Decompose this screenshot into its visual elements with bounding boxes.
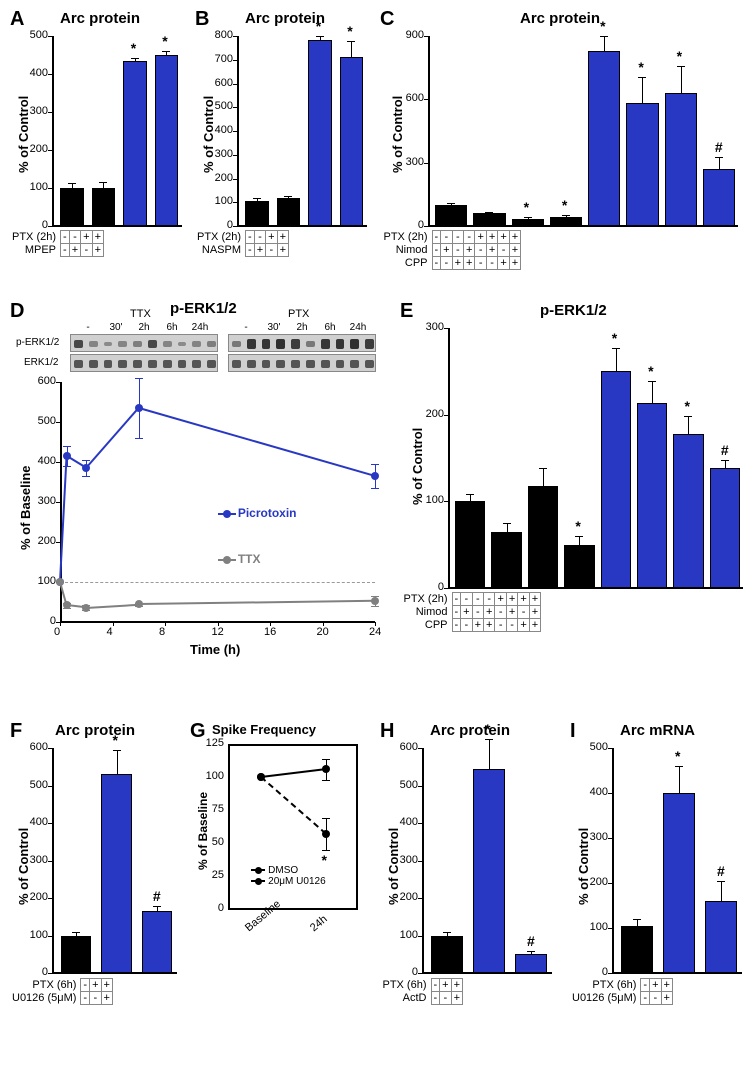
panel-i-label: I bbox=[570, 720, 576, 743]
bar bbox=[155, 55, 179, 226]
panel-c: C Arc protein 0300600900*****# % of Cont… bbox=[380, 8, 750, 308]
panel-e-label: E bbox=[400, 300, 413, 323]
bar bbox=[435, 205, 467, 226]
panel-d-xlabel: Time (h) bbox=[190, 642, 240, 657]
bar bbox=[142, 911, 172, 973]
panel-f-ylabel: % of Control bbox=[16, 828, 31, 905]
bar bbox=[473, 213, 505, 226]
bar bbox=[550, 217, 582, 227]
legend-picrotoxin: Picrotoxin bbox=[218, 506, 297, 520]
panel-g-title: Spike Frequency bbox=[212, 722, 316, 737]
bar bbox=[308, 40, 332, 226]
blot-ttx-erk bbox=[70, 354, 218, 372]
panel-g-label: G bbox=[190, 720, 206, 743]
bar bbox=[673, 434, 703, 588]
bar bbox=[564, 545, 594, 588]
panel-e: E p-ERK1/2 0100200300****# % of Control … bbox=[400, 300, 750, 700]
bar bbox=[588, 51, 620, 226]
blot-row1-label: p-ERK1/2 bbox=[16, 337, 59, 348]
panel-f-title: Arc protein bbox=[55, 722, 135, 739]
bar bbox=[621, 926, 653, 973]
bar bbox=[245, 201, 269, 226]
panel-e-ylabel: % of Control bbox=[410, 428, 425, 505]
panel-e-chart: 0100200300****# bbox=[448, 328, 743, 588]
blot-ptx-label: PTX bbox=[288, 308, 309, 320]
panel-c-ylabel: % of Control bbox=[390, 96, 405, 173]
panel-a-title: Arc protein bbox=[60, 10, 140, 27]
bar bbox=[705, 901, 737, 973]
panel-d-label: D bbox=[10, 300, 24, 323]
panel-f: F Arc protein 0100200300400500600*# % of… bbox=[10, 720, 185, 1060]
panel-h: H Arc protein 0100200300400500600*# % of… bbox=[380, 720, 560, 1060]
bar bbox=[340, 57, 364, 226]
panel-a-ylabel: % of Control bbox=[16, 96, 31, 173]
blot-times-2: -30'2h6h24h bbox=[232, 322, 372, 333]
panel-h-chart: 0100200300400500600*# bbox=[422, 748, 552, 973]
bar bbox=[277, 198, 301, 227]
panel-a-chart: 0100200300400500** bbox=[52, 36, 182, 226]
bar bbox=[528, 486, 558, 588]
panel-f-chart: 0100200300400500600*# bbox=[52, 748, 177, 973]
panel-b-chart: 0100200300400500600700800** bbox=[237, 36, 367, 226]
panel-b-title: Arc protein bbox=[245, 10, 325, 27]
bar bbox=[431, 936, 463, 974]
bar bbox=[601, 371, 631, 588]
blot-row2-label: ERK1/2 bbox=[24, 357, 58, 368]
bar bbox=[61, 936, 91, 974]
bar bbox=[512, 219, 544, 226]
bar bbox=[665, 93, 697, 226]
legend-ttx: TTX bbox=[218, 552, 261, 566]
panel-d-ylabel: % of Baseline bbox=[18, 465, 33, 550]
panel-h-title: Arc protein bbox=[430, 722, 510, 739]
panel-d-title: p-ERK1/2 bbox=[170, 300, 237, 317]
bar bbox=[637, 403, 667, 588]
panel-c-label: C bbox=[380, 8, 394, 31]
panel-g-legend: DMSO 20μM U0126 bbox=[251, 865, 325, 887]
bar bbox=[92, 188, 116, 226]
blot-times-1: -30'2h6h24h bbox=[74, 322, 214, 333]
blot-ttx-label: TTX bbox=[130, 308, 151, 320]
blot-ttx-perk bbox=[70, 334, 218, 352]
panel-e-title: p-ERK1/2 bbox=[540, 302, 607, 319]
panel-a-label: A bbox=[10, 8, 24, 31]
panel-c-title: Arc protein bbox=[520, 10, 600, 27]
panel-h-label: H bbox=[380, 720, 394, 743]
panel-i: I Arc mRNA 0100200300400500*# % of Contr… bbox=[570, 720, 750, 1060]
bar bbox=[515, 954, 547, 973]
panel-a: A Arc protein 0100200300400500** % of Co… bbox=[10, 8, 190, 308]
panel-i-ylabel: % of Control bbox=[576, 828, 591, 905]
panel-b-label: B bbox=[195, 8, 209, 31]
panel-b-ylabel: % of Control bbox=[201, 96, 216, 173]
panel-f-label: F bbox=[10, 720, 22, 743]
bar bbox=[473, 769, 505, 973]
panel-g-ylabel: % of Baseline bbox=[196, 792, 210, 870]
panel-h-ylabel: % of Control bbox=[386, 828, 401, 905]
blot-ptx-erk bbox=[228, 354, 376, 372]
bar bbox=[455, 501, 485, 588]
bar bbox=[703, 169, 735, 226]
panel-i-chart: 0100200300400500*# bbox=[612, 748, 742, 973]
bar bbox=[491, 532, 521, 588]
bar bbox=[60, 188, 84, 226]
panel-b: B Arc protein 0100200300400500600700800*… bbox=[195, 8, 375, 308]
panel-i-title: Arc mRNA bbox=[620, 722, 695, 739]
bar bbox=[663, 793, 695, 973]
panel-d: D p-ERK1/2 TTX PTX -30'2h6h24h -30'2h6h2… bbox=[10, 300, 380, 700]
panel-c-chart: 0300600900*****# bbox=[428, 36, 738, 226]
bar bbox=[101, 774, 131, 973]
panel-g: G Spike Frequency 0255075100125Baseline2… bbox=[190, 720, 365, 1060]
bar bbox=[626, 103, 658, 227]
blot-ptx-perk bbox=[228, 334, 376, 352]
panel-d-chart: 010020030040050060004812162024 Picrotoxi… bbox=[60, 382, 375, 622]
panel-g-chart: 0255075100125Baseline24h* DMSO 20μM U012… bbox=[228, 744, 358, 909]
bar bbox=[123, 61, 147, 226]
bar bbox=[710, 468, 740, 588]
